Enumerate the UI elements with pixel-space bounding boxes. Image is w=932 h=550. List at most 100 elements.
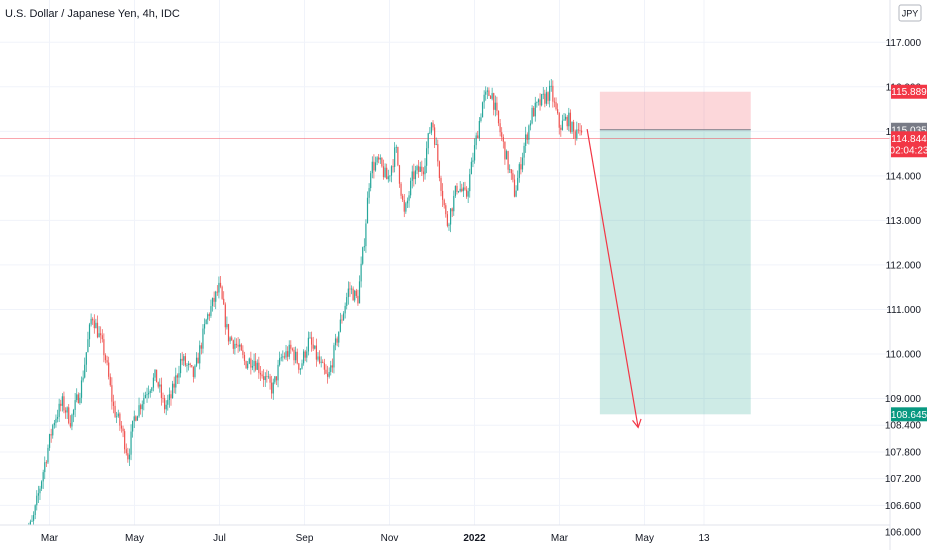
projection-arrow — [586, 128, 642, 429]
candle-body — [531, 107, 533, 124]
candle-body — [537, 99, 540, 103]
candle-body — [373, 161, 375, 171]
candle-body — [394, 147, 396, 167]
candle-body — [430, 122, 433, 133]
candle-body — [122, 428, 124, 432]
take-profit-zone[interactable] — [599, 129, 751, 415]
candle-body — [50, 434, 52, 436]
candle-body — [189, 363, 191, 365]
candle-body — [195, 357, 198, 366]
candle-body — [130, 431, 132, 455]
candle-body — [536, 102, 538, 103]
candle-body — [448, 224, 450, 226]
candle-body — [560, 127, 562, 130]
candle-body — [285, 351, 287, 358]
candle-body — [441, 190, 444, 200]
candle-body — [154, 369, 156, 378]
candle-body — [148, 392, 150, 395]
candles — [23, 78, 583, 549]
candle-body — [55, 418, 57, 423]
candle-body — [477, 135, 479, 138]
candle-body — [330, 365, 332, 372]
candle-body — [117, 413, 119, 417]
candle-body — [413, 171, 415, 180]
y-tick-label: 106.000 — [885, 528, 922, 539]
candle-body — [386, 167, 388, 180]
candle-body — [211, 297, 214, 307]
candle-body — [553, 101, 556, 103]
candle-body — [205, 319, 207, 325]
candle-body — [374, 162, 377, 171]
candle-body — [526, 134, 528, 140]
candle-body — [197, 357, 199, 364]
x-tick-label: Mar — [41, 533, 59, 544]
candle-body — [287, 351, 289, 357]
currency-badge[interactable]: JPY — [898, 4, 922, 22]
position-zones — [0, 91, 890, 415]
candle-body — [366, 197, 369, 224]
candle-body — [179, 358, 182, 374]
candle-body — [136, 416, 139, 421]
candle-body — [481, 102, 484, 118]
candle-body — [108, 362, 110, 377]
candle-body — [338, 331, 340, 343]
candle-body — [184, 356, 186, 366]
candle-body — [221, 286, 223, 299]
candle-body — [352, 288, 354, 301]
arrow-shaft[interactable] — [586, 128, 639, 428]
y-tick-label: 109.000 — [885, 394, 922, 405]
price-tag-bg — [891, 131, 927, 158]
candle-body — [480, 117, 482, 121]
x-axis-ticks[interactable]: Mar May Jul Sep Nov 2022 Mar May 13 — [41, 533, 710, 544]
candle-body — [339, 319, 341, 332]
candle-body — [426, 148, 428, 166]
candle-body — [446, 214, 448, 226]
candle-body — [133, 416, 135, 421]
candle-body — [445, 205, 447, 215]
candle-body — [453, 195, 455, 212]
candle-body — [144, 395, 147, 398]
candle-body — [171, 383, 174, 399]
countdown-label: 02:04:23 — [890, 145, 929, 156]
candle-body — [82, 377, 84, 381]
candle-body — [170, 394, 172, 399]
candle-body — [37, 493, 39, 496]
candle-body — [146, 394, 148, 396]
candle-body — [502, 137, 504, 142]
candle-body — [494, 102, 496, 110]
stop-loss-zone[interactable] — [599, 91, 751, 130]
candle-body — [558, 113, 560, 128]
y-tick-label: 113.000 — [886, 216, 922, 227]
candle-body — [240, 344, 242, 351]
candle-body — [34, 505, 36, 516]
candle-body — [124, 431, 126, 450]
candle-body — [224, 304, 226, 328]
candle-body — [512, 173, 514, 180]
price-tag-label: 114.844 — [891, 134, 927, 145]
candle-body — [462, 187, 464, 192]
candle-body — [40, 481, 43, 489]
candle-body — [47, 447, 49, 463]
candle-body — [109, 376, 111, 386]
candle-body — [237, 344, 239, 347]
candle-body — [414, 170, 417, 180]
candle-body — [341, 319, 343, 321]
candle-body — [486, 90, 488, 92]
candle-body — [328, 371, 330, 377]
candle-body — [513, 179, 516, 197]
candle-body — [96, 322, 99, 338]
candle-body — [545, 92, 548, 104]
candle-body — [326, 373, 329, 377]
candle-body — [336, 338, 338, 343]
candle-body — [461, 188, 463, 192]
candle-body — [347, 288, 349, 298]
candle-body — [314, 345, 316, 349]
candle-body — [69, 423, 71, 427]
candle-body — [77, 394, 79, 404]
candle-body — [402, 195, 404, 201]
price-tag-label: 108.645 — [891, 410, 928, 421]
candle-body — [279, 358, 281, 365]
candle-body — [577, 129, 580, 131]
candle-body — [223, 298, 225, 305]
